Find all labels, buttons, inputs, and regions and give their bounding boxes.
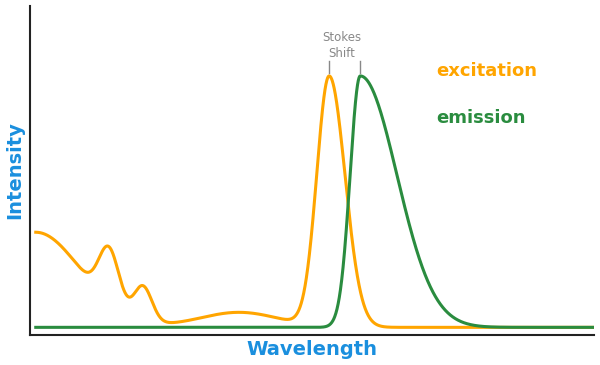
- X-axis label: Wavelength: Wavelength: [247, 341, 378, 360]
- Text: Stokes
Shift: Stokes Shift: [322, 31, 361, 59]
- Y-axis label: Intensity: Intensity: [5, 121, 25, 219]
- Text: emission: emission: [436, 108, 526, 127]
- Text: excitation: excitation: [436, 62, 538, 80]
